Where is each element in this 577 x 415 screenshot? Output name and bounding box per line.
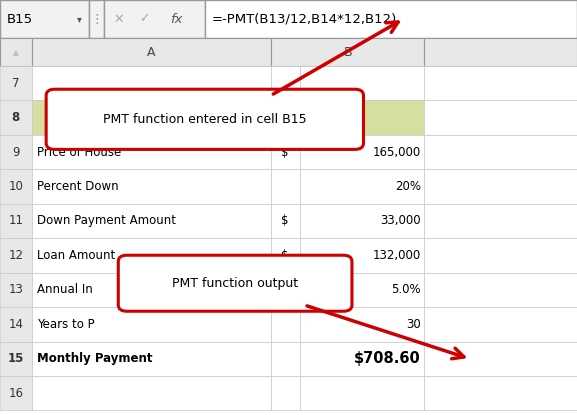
Bar [32, 273, 271, 307]
Bar [32, 135, 271, 169]
Bar [300, 273, 424, 307]
Text: 13: 13 [9, 283, 23, 296]
Bar [89, 0, 104, 38]
Text: B15: B15 [7, 12, 33, 26]
Text: ✕: ✕ [113, 12, 123, 26]
Bar [0, 100, 32, 135]
Bar [271, 238, 300, 273]
Text: ✓: ✓ [139, 12, 149, 26]
Bar [424, 38, 577, 66]
Text: B: B [343, 46, 352, 59]
Text: 9: 9 [12, 146, 20, 159]
Text: 5.0%: 5.0% [391, 283, 421, 296]
Bar [0, 238, 32, 273]
Bar [424, 204, 577, 238]
Bar [300, 169, 424, 204]
Bar [424, 100, 577, 135]
Text: $: $ [281, 146, 288, 159]
Bar [0, 38, 32, 66]
Bar [271, 273, 300, 307]
Bar [424, 273, 577, 307]
Text: A: A [147, 46, 156, 59]
Bar [300, 238, 424, 273]
Text: 8: 8 [12, 111, 20, 124]
Bar [271, 204, 300, 238]
Text: 20%: 20% [395, 180, 421, 193]
Bar [0, 66, 32, 100]
Text: Loan Amount: Loan Amount [37, 249, 115, 262]
Bar [300, 204, 424, 238]
Bar [300, 66, 424, 100]
Bar [0, 376, 32, 410]
Bar [0, 342, 32, 376]
Bar [271, 38, 424, 66]
Bar [32, 169, 271, 204]
Bar [424, 376, 577, 410]
Text: =-PMT(B13/12,B14*12,B12): =-PMT(B13/12,B14*12,B12) [212, 12, 397, 26]
Bar [424, 66, 577, 100]
Bar [32, 66, 271, 100]
Text: PMT function entered in cell B15: PMT function entered in cell B15 [103, 113, 306, 126]
Bar [271, 169, 300, 204]
Text: 10: 10 [9, 180, 23, 193]
Text: 33,000: 33,000 [380, 215, 421, 227]
Text: 11: 11 [9, 215, 23, 227]
Bar [271, 342, 300, 376]
Bar [271, 66, 300, 100]
Text: Mortgage Payments: Mortgage Payments [142, 110, 314, 125]
Bar [424, 307, 577, 342]
Bar [424, 238, 577, 273]
Bar [32, 204, 271, 238]
Bar [300, 307, 424, 342]
Bar [300, 376, 424, 410]
Text: fx: fx [170, 12, 182, 26]
Text: Percent Down: Percent Down [37, 180, 118, 193]
Bar [271, 376, 300, 410]
Bar [424, 169, 577, 204]
FancyBboxPatch shape [118, 255, 352, 311]
Text: PMT function output: PMT function output [172, 277, 298, 290]
Text: $: $ [281, 215, 288, 227]
Text: Monthly Payment: Monthly Payment [37, 352, 152, 365]
Bar [104, 0, 205, 38]
Text: 12: 12 [9, 249, 23, 262]
Bar [0, 0, 89, 38]
Text: ▲: ▲ [13, 48, 19, 56]
Text: $: $ [281, 249, 288, 262]
Bar [32, 342, 271, 376]
Text: Price of House: Price of House [37, 146, 121, 159]
Text: 132,000: 132,000 [372, 249, 421, 262]
Bar [32, 100, 424, 135]
Text: 165,000: 165,000 [372, 146, 421, 159]
Bar [0, 273, 32, 307]
Bar [0, 169, 32, 204]
Text: Years to P: Years to P [37, 318, 95, 331]
Bar [32, 38, 271, 66]
Text: ⋮: ⋮ [91, 12, 103, 26]
Text: $708.60: $708.60 [354, 351, 421, 366]
Text: 15: 15 [8, 352, 24, 365]
Text: 7: 7 [12, 77, 20, 90]
Bar [300, 342, 424, 376]
Text: 14: 14 [9, 318, 23, 331]
Text: Annual In: Annual In [37, 283, 93, 296]
Bar [0, 307, 32, 342]
Bar [32, 238, 271, 273]
Bar [424, 135, 577, 169]
Bar [32, 307, 271, 342]
Bar [271, 307, 300, 342]
Text: ▾: ▾ [77, 14, 81, 24]
Bar [32, 376, 271, 410]
Bar [300, 135, 424, 169]
Bar [271, 135, 300, 169]
Text: 30: 30 [406, 318, 421, 331]
Bar [0, 135, 32, 169]
Bar [205, 0, 577, 38]
Text: Down Payment Amount: Down Payment Amount [37, 215, 176, 227]
Bar [424, 342, 577, 376]
Bar [0, 204, 32, 238]
FancyBboxPatch shape [46, 89, 364, 149]
Text: 16: 16 [9, 387, 23, 400]
